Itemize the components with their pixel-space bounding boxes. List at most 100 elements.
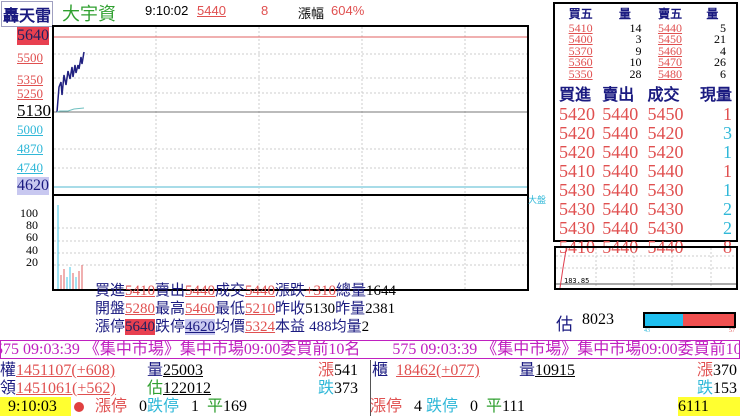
book-row[interactable]: 5360 10 5470 26 xyxy=(555,55,736,70)
trade-ask: 5440 xyxy=(602,142,639,163)
book-qty: 5 xyxy=(719,21,726,35)
price-tick: 5500 xyxy=(17,50,43,65)
quote-value: 5460 xyxy=(185,301,216,317)
trade-bid: 5420 xyxy=(559,142,595,163)
trade-price: 5440 xyxy=(647,161,684,182)
twse-index-row: 權1451107(+608) xyxy=(0,362,116,379)
mini-chart-label: 183.85 xyxy=(564,277,590,285)
book-qty: 9 xyxy=(635,43,642,58)
quote-row: 開盤5280最高5460最低5210昨收5130昨量2381 xyxy=(95,300,396,318)
book-row[interactable]: 5410 14 5440 5 xyxy=(555,21,736,35)
intraday-chart[interactable] xyxy=(52,25,529,291)
otc-volume: 量10915 xyxy=(519,362,576,379)
news-ticker[interactable]: 575 09:03:39 《集中市場》集中市場09:00委買前10名 575 0… xyxy=(0,340,740,359)
trade-bid: 5430 xyxy=(559,218,595,239)
change-label: 漲幅 xyxy=(298,6,325,21)
book-price: 5480 xyxy=(658,66,683,81)
price-line xyxy=(56,51,85,113)
trade-price: 5430 xyxy=(647,180,684,201)
quote-value: 5640 xyxy=(125,319,156,335)
quote-value: 4620 xyxy=(185,319,216,335)
trade-price: 5420 xyxy=(647,142,684,163)
quote-value: 5410 xyxy=(125,283,156,299)
ratio-left-value: 43 xyxy=(644,328,650,334)
market-label: 大盤 xyxy=(528,195,547,205)
book-qty: 4 xyxy=(719,43,726,58)
trade-qty: 1 xyxy=(723,180,732,201)
trade-qty: 1 xyxy=(723,142,732,163)
quote-value: 5130 xyxy=(305,301,336,317)
trades-header-cell: 成交 xyxy=(647,87,680,105)
quote-row: 漲停5640跌停4620均價5324本益 488均量2 xyxy=(95,318,396,336)
book-row[interactable]: 5370 9 5460 4 xyxy=(555,43,736,58)
chart-canvas xyxy=(54,27,527,289)
book-price: 5400 xyxy=(568,32,593,47)
volume-tick: 20 xyxy=(26,255,38,269)
quote-value: 1644 xyxy=(366,283,397,299)
volume-tick: 80 xyxy=(26,218,38,232)
otc-limits: 漲停 4 跌停 0 平111 xyxy=(370,398,525,415)
trade-row[interactable]: 5430 5440 5430 1 xyxy=(555,181,736,200)
twse-estimate: 估122012 xyxy=(147,380,212,397)
quote-value: 488 xyxy=(309,319,332,335)
quote-label: 總量 xyxy=(336,283,367,299)
quote-value: 5440 xyxy=(185,283,216,299)
book-qty: 10 xyxy=(629,55,642,70)
quote-label: 跌停 xyxy=(155,319,186,335)
mini-index-chart[interactable]: 183.85 xyxy=(554,246,738,290)
trade-ask: 5440 xyxy=(602,161,639,182)
trade-price: 5430 xyxy=(647,199,684,220)
book-price: 5450 xyxy=(658,32,683,47)
clock: 9:10:03 xyxy=(0,397,71,416)
stock-name: 轟天雷 xyxy=(1,1,54,27)
book-qty: 6 xyxy=(719,66,726,81)
trade-price: 5450 xyxy=(647,104,684,125)
book-row[interactable]: 5400 3 5450 21 xyxy=(555,32,736,47)
change-pct: 604% xyxy=(331,3,365,18)
twse-up: 漲541 xyxy=(318,362,359,379)
ref-price: 5130 xyxy=(17,101,51,120)
volume-bars xyxy=(57,205,83,289)
trade-qty: 2 xyxy=(723,218,732,239)
stock-code-name: 大宇資 xyxy=(62,4,116,24)
order-book: 買五量賣五量 5410 14 5440 5 5400 3 5450 21 5370 9 5460 4 53… xyxy=(553,2,738,257)
trade-ask: 5440 xyxy=(602,180,639,201)
trade-row[interactable]: 5420 5440 5420 3 xyxy=(555,124,736,143)
twse-lead-row: 領1451061(+562) xyxy=(0,380,116,397)
trades-header-cell: 現量 xyxy=(699,87,732,105)
volume-tick: 60 xyxy=(26,230,38,244)
otc-index-row: 櫃 18462(+077) xyxy=(372,362,480,379)
price-tick: 5000 xyxy=(17,122,43,137)
book-row[interactable]: 5350 28 5480 6 xyxy=(555,66,736,81)
trade-qty: 3 xyxy=(723,123,732,144)
book-header-cell: 買五 xyxy=(568,7,593,21)
trades-header: 買進 賣出 成交 現量 xyxy=(555,80,736,105)
book-header-cell: 量 xyxy=(618,7,631,21)
trade-ask: 5440 xyxy=(602,218,639,239)
trade-qty: 2 xyxy=(723,199,732,220)
limit-down-label: 4620 xyxy=(17,177,49,195)
trades-header-cell: 賣出 xyxy=(602,87,635,105)
trade-row[interactable]: 5430 5440 5430 2 xyxy=(555,200,736,219)
twse-down: 跌373 xyxy=(318,380,359,397)
otc-count: 6111 xyxy=(678,397,740,416)
quote-value: 5210 xyxy=(245,301,276,317)
book-header-cell: 賣五 xyxy=(658,7,683,21)
trade-row[interactable]: 5420 5440 5420 1 xyxy=(555,143,736,162)
quote-label: 賣出 xyxy=(155,283,186,299)
estimate-label: 估 xyxy=(556,315,573,334)
book-price: 5440 xyxy=(658,21,683,35)
header-time: 9:10:02 xyxy=(145,3,189,18)
trade-row[interactable]: 5430 5440 5430 2 xyxy=(555,219,736,238)
book-price: 5470 xyxy=(658,55,683,70)
trade-row[interactable]: 5410 5440 5440 1 xyxy=(555,162,736,181)
header-price: 5440 xyxy=(197,3,226,18)
trade-row[interactable]: 5420 5440 5450 1 xyxy=(555,105,736,124)
mini-index-line xyxy=(559,249,567,289)
trade-bid: 5410 xyxy=(559,161,595,182)
trades-header-cell: 買進 xyxy=(559,87,592,105)
quote-label: 成交 xyxy=(215,283,246,299)
ratio-bar-buy xyxy=(645,314,684,326)
otc-down: 跌153 xyxy=(697,380,738,397)
divider xyxy=(370,360,371,416)
